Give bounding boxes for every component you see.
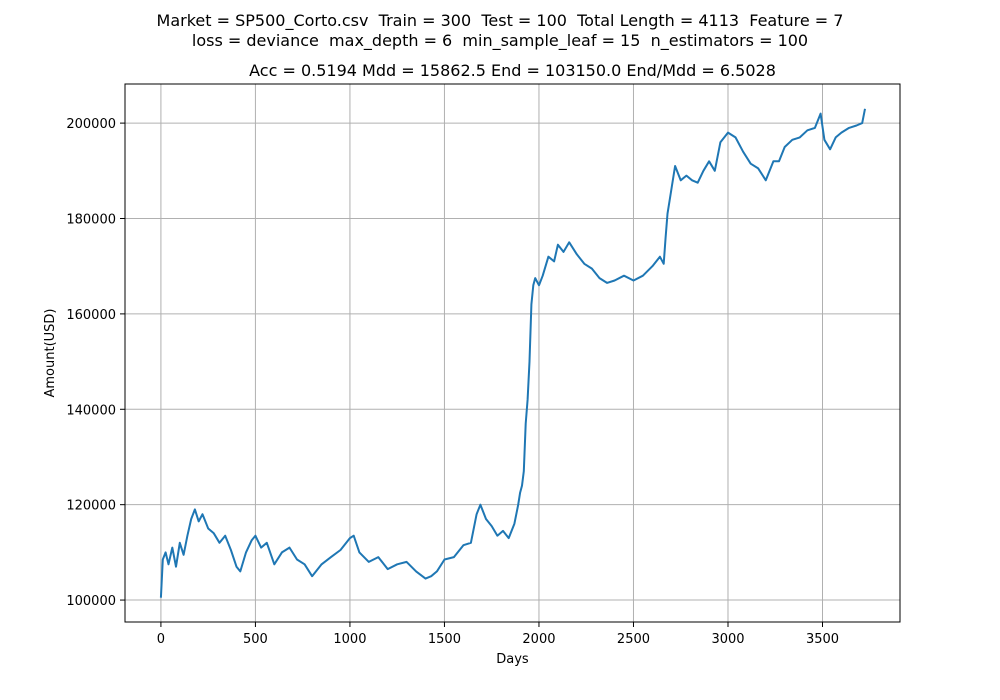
- x-tick-label: 3500: [806, 632, 839, 647]
- suptitle-line-2: loss = deviance max_depth = 6 min_sample…: [191, 31, 809, 50]
- chart-title: Acc = 0.5194 Mdd = 15862.5 End = 103150.…: [249, 61, 776, 80]
- y-tick-label: 100000: [66, 594, 116, 609]
- x-tick-label: 3000: [711, 632, 744, 647]
- series-layer: [159, 108, 866, 598]
- series-line: [159, 108, 866, 598]
- y-axis-label: Amount(USD): [43, 308, 58, 397]
- ticks: 0 500 1000 1500 2000 2500 3000 3500 100000 120000…: [66, 117, 839, 647]
- x-tick-label: 1000: [333, 632, 366, 647]
- y-tick-label: 140000: [66, 403, 116, 418]
- suptitle-line-1: Market = SP500_Corto.csv Train = 300 Tes…: [156, 11, 844, 30]
- x-tick-label: 2000: [522, 632, 555, 647]
- grid: [125, 84, 900, 622]
- y-tick-label: 200000: [66, 117, 116, 132]
- y-tick-label: 180000: [66, 213, 116, 228]
- x-tick-label: 2500: [617, 632, 650, 647]
- x-tick-label: 500: [243, 632, 268, 647]
- y-tick-label: 160000: [66, 308, 116, 323]
- x-tick-label: 1500: [428, 632, 461, 647]
- x-axis-label: Days: [496, 652, 529, 667]
- axes-frame: [124, 83, 901, 623]
- x-tick-label: 0: [157, 632, 165, 647]
- y-tick-label: 120000: [66, 499, 116, 514]
